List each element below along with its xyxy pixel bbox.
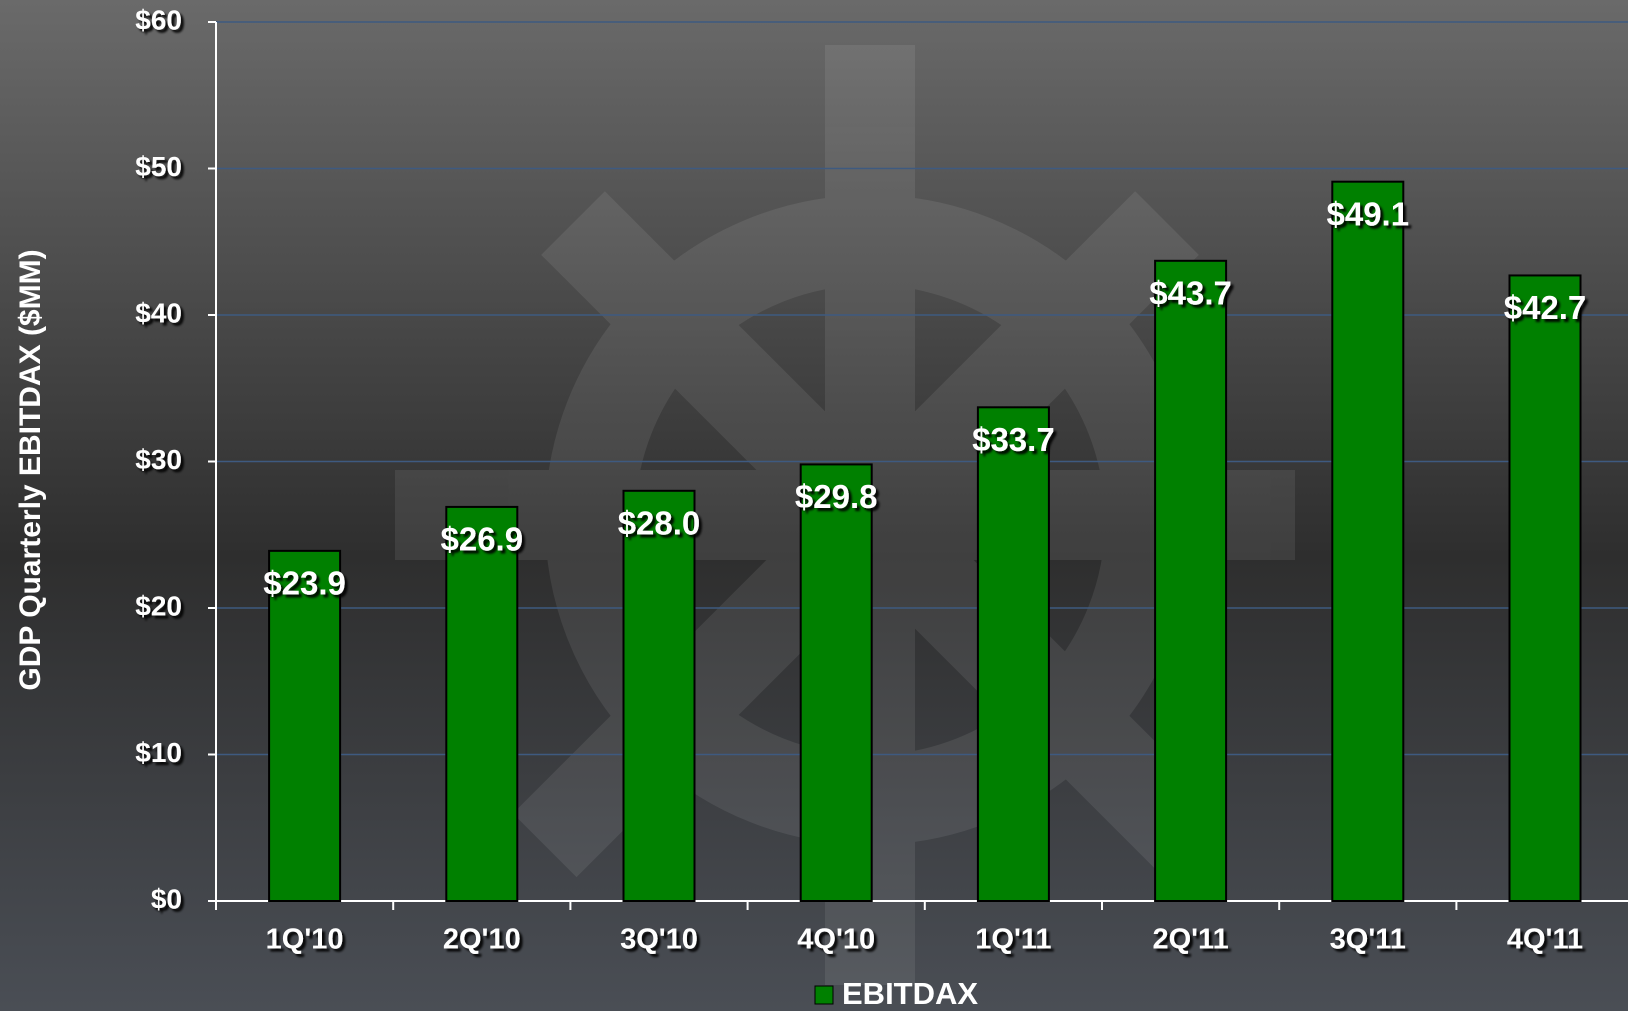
y-tick-label: $30 xyxy=(135,444,182,475)
data-label: $49.1 xyxy=(1327,195,1410,232)
data-label: $43.7 xyxy=(1149,275,1232,312)
data-label: $26.9 xyxy=(441,521,524,558)
x-tick-label: 4Q'11 xyxy=(1507,924,1583,956)
bar xyxy=(1331,180,1405,902)
y-tick-label: $0 xyxy=(151,883,182,914)
y-tick-label: $60 xyxy=(135,4,182,35)
x-tick-label: 4Q'10 xyxy=(797,924,875,956)
legend-label: EBITDAX xyxy=(842,976,978,1011)
bar xyxy=(268,549,342,902)
bar xyxy=(976,406,1050,902)
bar xyxy=(622,489,696,902)
x-tick-label: 3Q'10 xyxy=(620,924,698,956)
x-tick-label: 1Q'11 xyxy=(975,924,1051,956)
y-tick-label: $20 xyxy=(135,590,182,621)
x-tick-label: 3Q'11 xyxy=(1330,924,1406,956)
data-label: $28.0 xyxy=(618,505,701,542)
bar xyxy=(1154,259,1228,903)
data-label: $23.9 xyxy=(263,565,346,602)
bar xyxy=(799,463,873,902)
x-tick-label: 2Q'11 xyxy=(1152,924,1228,956)
data-label: $42.7 xyxy=(1504,289,1587,326)
y-tick-label: $50 xyxy=(135,151,182,182)
data-label: $33.7 xyxy=(972,421,1055,458)
data-label: $29.8 xyxy=(795,478,878,515)
bar xyxy=(445,505,519,902)
y-axis-label: GDP Quarterly EBITDAX ($MM) xyxy=(14,249,47,690)
legend-swatch xyxy=(814,985,834,1005)
y-tick-label: $40 xyxy=(135,297,182,328)
bar xyxy=(1508,274,1582,902)
x-tick-label: 1Q'10 xyxy=(266,924,344,956)
y-tick-label: $10 xyxy=(135,737,182,768)
x-tick-label: 2Q'10 xyxy=(443,924,521,956)
